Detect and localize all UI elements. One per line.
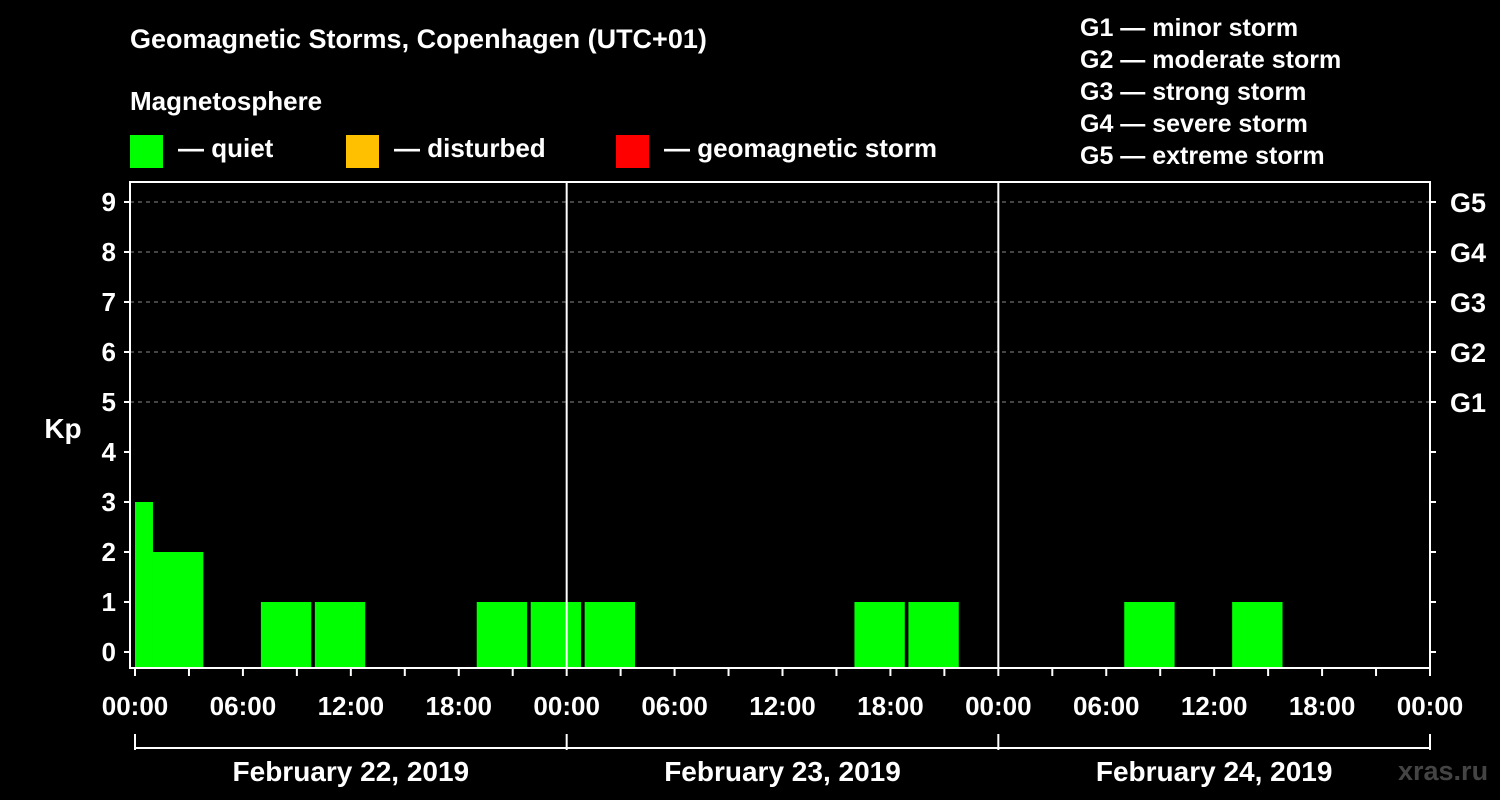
- x-tick-label: 12:00: [318, 691, 385, 721]
- x-tick-label: 06:00: [210, 691, 277, 721]
- storm-legend-g5: G5 — extreme storm: [1080, 142, 1325, 170]
- kp-bar: [476, 602, 528, 668]
- x-tick-label: 00:00: [533, 691, 600, 721]
- y-tick-label: 0: [102, 637, 116, 667]
- kp-bar: [260, 602, 312, 668]
- x-tick-label: 00:00: [965, 691, 1032, 721]
- x-tick-label: 18:00: [857, 691, 924, 721]
- legend-swatch-storm: [616, 135, 649, 168]
- legend-label-quiet: — quiet: [178, 133, 274, 163]
- y-axis-label: Kp: [44, 413, 81, 444]
- x-tick-label: 00:00: [102, 691, 169, 721]
- x-tick-label: 18:00: [426, 691, 493, 721]
- watermark: xras.ru: [1398, 756, 1489, 786]
- y-tick-label: 9: [102, 187, 116, 217]
- storm-legend-g1: G1 — minor storm: [1080, 14, 1299, 42]
- g-scale-label: G3: [1450, 288, 1486, 318]
- g-scale-label: G4: [1450, 238, 1486, 268]
- x-tick-label: 12:00: [749, 691, 816, 721]
- storm-legend-g4: G4 — severe storm: [1080, 110, 1308, 138]
- kp-bar: [908, 602, 959, 668]
- y-tick-label: 5: [102, 387, 116, 417]
- y-tick-label: 1: [102, 587, 116, 617]
- g-scale-label: G2: [1450, 338, 1486, 368]
- storm-legend-g2: G2 — moderate storm: [1080, 46, 1342, 74]
- g-scale-label: G5: [1450, 188, 1486, 218]
- y-tick-label: 2: [102, 537, 116, 567]
- x-tick-label: 12:00: [1181, 691, 1248, 721]
- kp-bar: [584, 602, 636, 668]
- day-label: February 22, 2019: [233, 756, 470, 787]
- legend-swatch-disturbed: [346, 135, 379, 168]
- kp-bar: [152, 552, 204, 668]
- legend-label-storm: — geomagnetic storm: [664, 133, 938, 163]
- y-tick-label: 6: [102, 337, 116, 367]
- x-tick-label: 00:00: [1397, 691, 1464, 721]
- kp-bar: [1124, 602, 1175, 668]
- y-tick-label: 4: [102, 437, 117, 467]
- day-label: February 24, 2019: [1096, 756, 1333, 787]
- y-tick-label: 8: [102, 237, 116, 267]
- x-tick-label: 06:00: [1073, 691, 1140, 721]
- x-tick-label: 18:00: [1289, 691, 1356, 721]
- legend-label-disturbed: — disturbed: [394, 133, 546, 163]
- chart-title: Geomagnetic Storms, Copenhagen (UTC+01): [130, 24, 707, 54]
- y-tick-label: 3: [102, 487, 116, 517]
- y-tick-label: 7: [102, 287, 116, 317]
- magnetosphere-title: Magnetosphere: [130, 86, 323, 116]
- kp-bar: [854, 602, 905, 668]
- legend-swatch-quiet: [130, 135, 163, 168]
- x-tick-label: 06:00: [641, 691, 708, 721]
- kp-bar: [530, 602, 582, 668]
- plot-frame: [129, 181, 1431, 669]
- kp-bar: [314, 602, 366, 668]
- kp-bar: [1232, 602, 1283, 668]
- kp-bar: [135, 502, 153, 668]
- g-scale-label: G1: [1450, 388, 1486, 418]
- day-label: February 23, 2019: [664, 756, 901, 787]
- storm-legend-g3: G3 — strong storm: [1080, 78, 1307, 106]
